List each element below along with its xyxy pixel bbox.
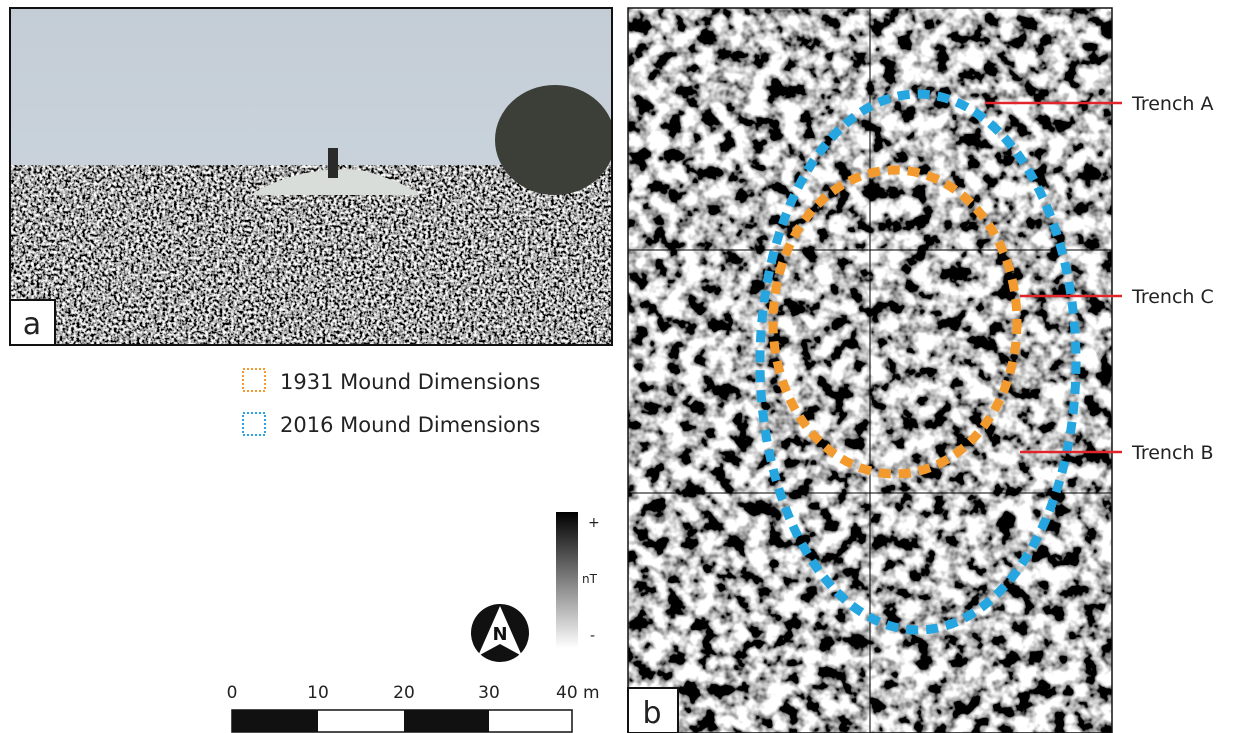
trench-label: Trench C [1131,286,1214,308]
panel-label: b [642,696,661,731]
scale-label: 30 [478,683,500,703]
magnetometry-map [628,8,1112,733]
north-label: N [492,624,507,645]
legend-label: 2016 Mound Dimensions [280,413,540,437]
colorbar-unit: nT [582,572,598,586]
figure: a 1931 Mound Dimensions 2016 Mound Dimen… [0,0,1240,733]
legend-swatch [243,413,265,435]
scale-label: 0 [227,683,238,703]
scale-label: 10 [307,683,329,703]
colorbar [556,512,578,648]
panel-label: a [23,307,41,342]
trench-label: Trench B [1131,442,1214,464]
scale-segment [404,710,489,732]
photo [10,8,615,345]
person [328,148,338,178]
legend-swatch [243,369,265,391]
scale-label: 20 [393,683,415,703]
trench-label: Trench A [1131,93,1213,115]
colorbar-label: - [590,628,595,644]
colorbar-label: + [588,515,600,531]
legend-label: 1931 Mound Dimensions [280,370,540,394]
scale-label: 40 m [556,683,600,703]
tree [495,85,615,195]
scale-segment [232,710,318,732]
